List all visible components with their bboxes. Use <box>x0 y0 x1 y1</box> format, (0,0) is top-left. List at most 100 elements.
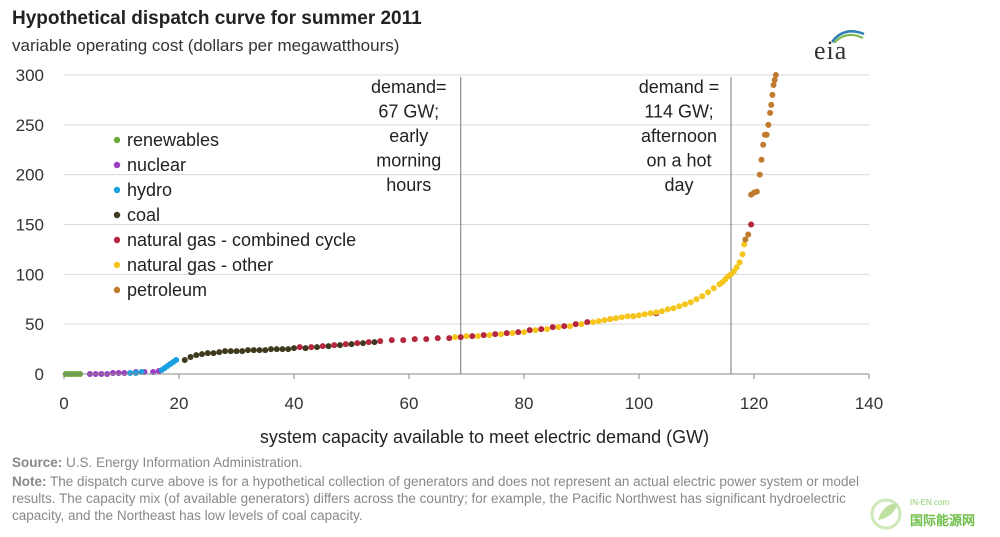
data-point <box>595 318 602 325</box>
data-point <box>572 321 579 328</box>
data-point <box>469 333 476 340</box>
data-point <box>377 338 384 345</box>
data-point <box>659 308 665 315</box>
data-point <box>109 370 116 377</box>
data-point <box>758 156 765 163</box>
x-axis-label: system capacity available to meet electr… <box>260 427 709 447</box>
data-point <box>515 329 522 336</box>
data-point <box>769 91 776 98</box>
data-point <box>388 337 395 344</box>
data-point <box>302 345 309 352</box>
legend: renewables nuclear hydro coal natural gas - … <box>113 130 356 300</box>
data-point <box>222 348 228 355</box>
chart-title: Hypothetical dispatch curve for summer 2… <box>12 8 422 29</box>
data-point <box>285 346 292 353</box>
demand-annotations: demand= 67 GW; early morning hours demand = 11… <box>371 77 732 374</box>
data-point <box>555 324 562 331</box>
demand-annotation-text: demand= <box>371 77 447 97</box>
data-point <box>768 101 775 108</box>
data-point <box>584 319 591 326</box>
data-point <box>699 293 706 300</box>
data-point <box>521 329 527 336</box>
data-point <box>210 350 217 357</box>
data-point <box>736 259 743 266</box>
demand-annotation-text: on a hot <box>646 151 711 171</box>
data-point <box>273 346 280 353</box>
data-point <box>262 347 269 354</box>
data-point <box>771 76 778 83</box>
x-tick-label: 140 <box>855 394 883 413</box>
data-point <box>544 326 550 333</box>
watermark: IN-EN.com 国际能源网 <box>866 494 996 532</box>
data-point <box>753 188 760 195</box>
data-point <box>256 347 263 354</box>
data-point <box>239 348 246 355</box>
data-point <box>121 370 128 377</box>
data-point <box>693 296 700 303</box>
source-text: U.S. Energy Information Administration. <box>66 455 303 470</box>
chart-subtitle: variable operating cost (dollars per meg… <box>12 36 400 55</box>
data-point <box>411 336 418 343</box>
y-tick-label: 150 <box>16 216 44 235</box>
y-tick-label: 100 <box>16 265 44 284</box>
data-point <box>578 321 585 328</box>
data-point <box>532 327 539 334</box>
demand-annotation-text: early <box>389 126 428 146</box>
data-point <box>233 348 240 355</box>
x-tick-label: 20 <box>170 394 189 413</box>
logo-text: eia <box>814 36 848 65</box>
demand-annotation-text: 67 GW; <box>378 102 439 122</box>
data-point <box>181 357 188 364</box>
data-point <box>365 339 372 346</box>
data-point <box>127 370 134 377</box>
legend-marker <box>113 286 121 294</box>
data-point <box>360 340 366 347</box>
data-point <box>319 343 326 350</box>
data-point <box>765 121 772 128</box>
data-point <box>331 342 338 349</box>
legend-marker <box>113 211 121 219</box>
data-point <box>526 327 533 334</box>
data-point <box>457 334 464 341</box>
data-point <box>115 370 122 377</box>
data-point <box>503 330 510 337</box>
data-point <box>682 301 688 308</box>
demand-annotation-text: morning <box>376 151 441 171</box>
x-tick-label: 0 <box>59 394 68 413</box>
data-point <box>763 131 770 138</box>
data-point <box>538 326 545 333</box>
data-point <box>767 109 774 116</box>
data-point <box>739 251 746 258</box>
y-tick-label: 0 <box>35 365 44 384</box>
data-point <box>279 346 286 353</box>
watermark-text: 国际能源网 <box>910 513 976 528</box>
data-point <box>636 312 642 319</box>
legend-marker <box>113 186 121 194</box>
y-tick-label: 250 <box>16 116 44 135</box>
data-point <box>705 289 711 296</box>
grid-lines <box>64 74 869 325</box>
demand-annotation-text: day <box>664 175 693 195</box>
data-point <box>710 285 717 292</box>
data-point <box>250 347 257 354</box>
data-point <box>314 344 320 351</box>
legend-label: natural gas - combined cycle <box>127 230 356 250</box>
logo-arc-icon <box>831 30 865 44</box>
source-line: Source: U.S. Energy Information Administ… <box>12 455 302 470</box>
data-point <box>187 354 194 361</box>
data-point <box>760 141 767 148</box>
data-point <box>291 345 297 352</box>
data-point <box>446 335 453 342</box>
data-point <box>670 305 677 312</box>
data-point <box>613 315 619 322</box>
data-point <box>741 241 748 248</box>
y-tick-label: 200 <box>16 166 44 185</box>
legend-label: petroleum <box>127 280 207 300</box>
x-tick-label: 60 <box>400 394 419 413</box>
data-point <box>423 336 430 343</box>
y-tick-label: 50 <box>25 315 44 334</box>
data-point <box>561 323 568 330</box>
data-point <box>204 350 211 357</box>
legend-label: natural gas - other <box>127 255 273 275</box>
data-point <box>199 351 205 358</box>
